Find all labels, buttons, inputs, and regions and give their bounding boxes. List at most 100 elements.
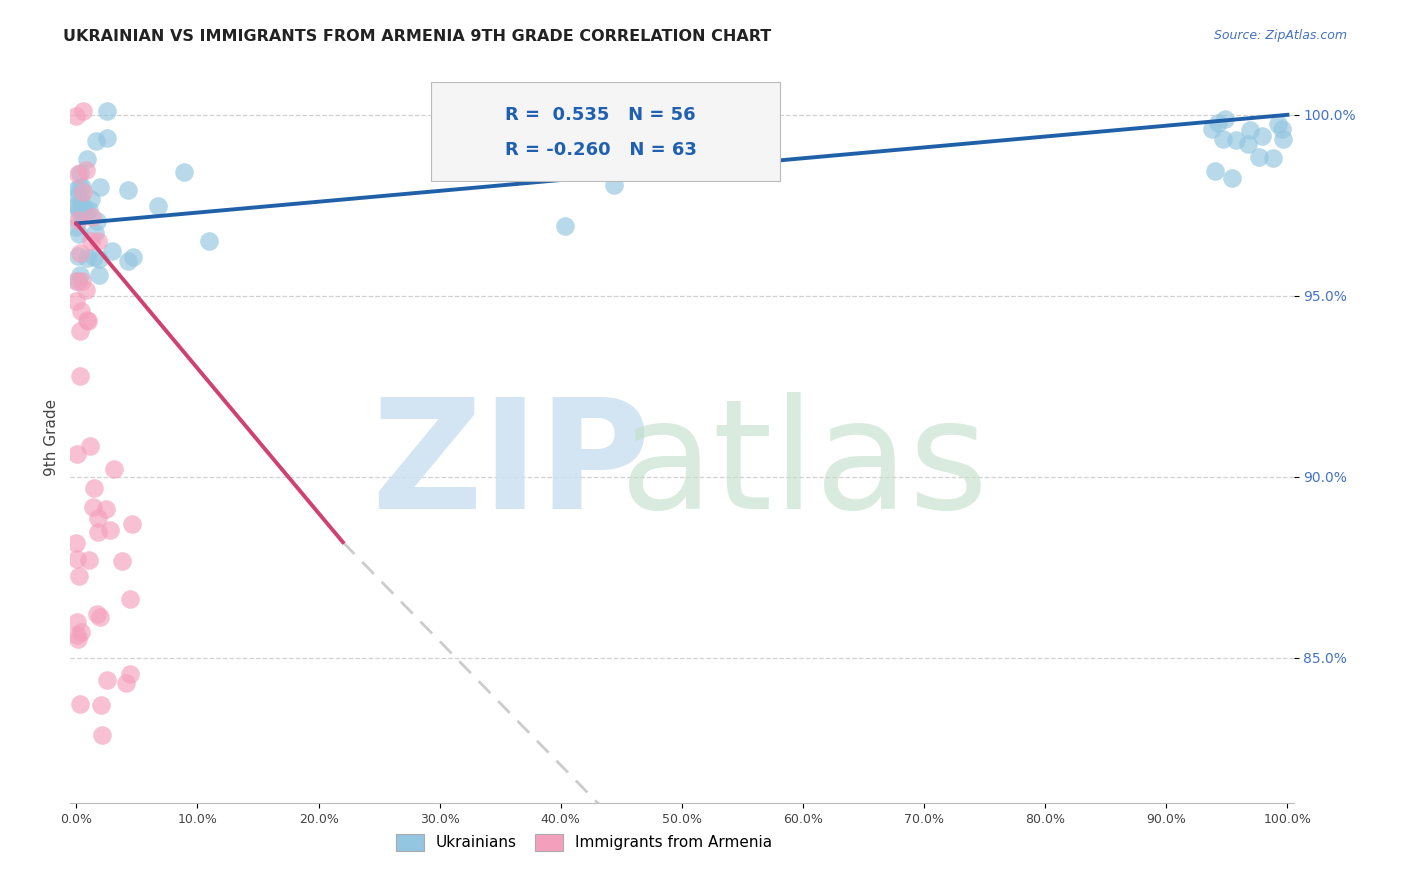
Point [111, 554, 134, 568]
Point [65, 219, 87, 234]
Point [554, 219, 576, 234]
Point [66, 447, 89, 461]
Point [83, 481, 105, 495]
Point [75, 162, 97, 177]
Point [1206, 116, 1229, 130]
Point [69, 624, 91, 639]
Point [96, 673, 118, 687]
Point [69, 180, 91, 194]
Y-axis label: 9th Grade: 9th Grade [44, 399, 59, 475]
Point [94, 502, 117, 516]
Point [82, 210, 104, 224]
Point [65, 615, 87, 630]
Point [70, 274, 93, 288]
Point [89, 180, 111, 194]
Point [89, 609, 111, 624]
Point [1201, 122, 1223, 136]
Point [69, 227, 91, 241]
Point [96, 104, 118, 119]
Point [114, 676, 136, 690]
Point [1251, 128, 1274, 143]
Point [84, 134, 107, 148]
Point [66, 189, 89, 203]
Legend: Ukrainians, Immigrants from Armenia: Ukrainians, Immigrants from Armenia [389, 828, 778, 857]
Point [72, 201, 94, 215]
Point [89, 268, 111, 282]
Point [100, 244, 122, 259]
Point [69, 369, 91, 384]
Point [82, 500, 104, 515]
Text: Source: ZipAtlas.com: Source: ZipAtlas.com [1213, 29, 1347, 42]
Point [70, 304, 93, 318]
Point [66, 201, 89, 215]
Point [65, 535, 87, 549]
Point [1239, 123, 1261, 137]
Point [80, 193, 103, 207]
Point [77, 553, 100, 567]
Point [70, 204, 93, 219]
Point [91, 728, 114, 742]
Point [75, 202, 97, 217]
Text: R = -0.260   N = 63: R = -0.260 N = 63 [505, 141, 696, 159]
Point [96, 131, 118, 145]
Point [1249, 150, 1271, 164]
Point [1204, 164, 1226, 178]
Point [83, 227, 105, 241]
Point [77, 314, 100, 328]
Text: atlas: atlas [620, 392, 988, 541]
Point [65, 274, 87, 288]
FancyBboxPatch shape [432, 82, 780, 181]
Point [89, 252, 111, 266]
Point [120, 667, 142, 681]
Point [79, 439, 101, 453]
Text: R =  0.535   N = 56: R = 0.535 N = 56 [505, 106, 695, 124]
Point [67, 568, 90, 582]
Point [1272, 132, 1295, 146]
Text: UKRAINIAN VS IMMIGRANTS FROM ARMENIA 9TH GRADE CORRELATION CHART: UKRAINIAN VS IMMIGRANTS FROM ARMENIA 9TH… [63, 29, 772, 44]
Point [66, 274, 89, 288]
Point [173, 165, 195, 179]
Point [87, 511, 110, 525]
Point [117, 254, 139, 268]
Point [1220, 170, 1243, 185]
Point [98, 523, 121, 537]
Point [111, 806, 134, 821]
Point [65, 109, 87, 123]
Point [90, 698, 112, 713]
Point [122, 250, 145, 264]
Point [66, 551, 89, 566]
Point [76, 153, 98, 167]
Point [66, 249, 89, 263]
Point [1225, 133, 1247, 147]
Point [1212, 132, 1234, 146]
Point [67, 212, 90, 227]
Point [72, 185, 94, 199]
Point [197, 234, 219, 248]
Point [75, 283, 97, 297]
Point [69, 324, 91, 338]
Point [67, 167, 90, 181]
Point [76, 312, 98, 326]
Point [66, 628, 89, 642]
Point [602, 178, 624, 192]
Point [146, 199, 169, 213]
Point [66, 182, 89, 196]
Point [86, 607, 108, 621]
Point [1237, 137, 1260, 152]
Point [69, 268, 91, 282]
Point [77, 203, 100, 218]
Point [70, 180, 93, 194]
Point [80, 234, 103, 248]
Point [1213, 112, 1236, 127]
Point [87, 235, 110, 249]
Point [118, 592, 141, 607]
Point [103, 462, 125, 476]
Text: ZIP: ZIP [371, 392, 651, 541]
Point [121, 516, 143, 531]
Point [69, 166, 91, 180]
Point [67, 205, 90, 219]
Point [1267, 117, 1289, 131]
Point [117, 183, 139, 197]
Point [69, 697, 91, 711]
Point [450, 161, 472, 175]
